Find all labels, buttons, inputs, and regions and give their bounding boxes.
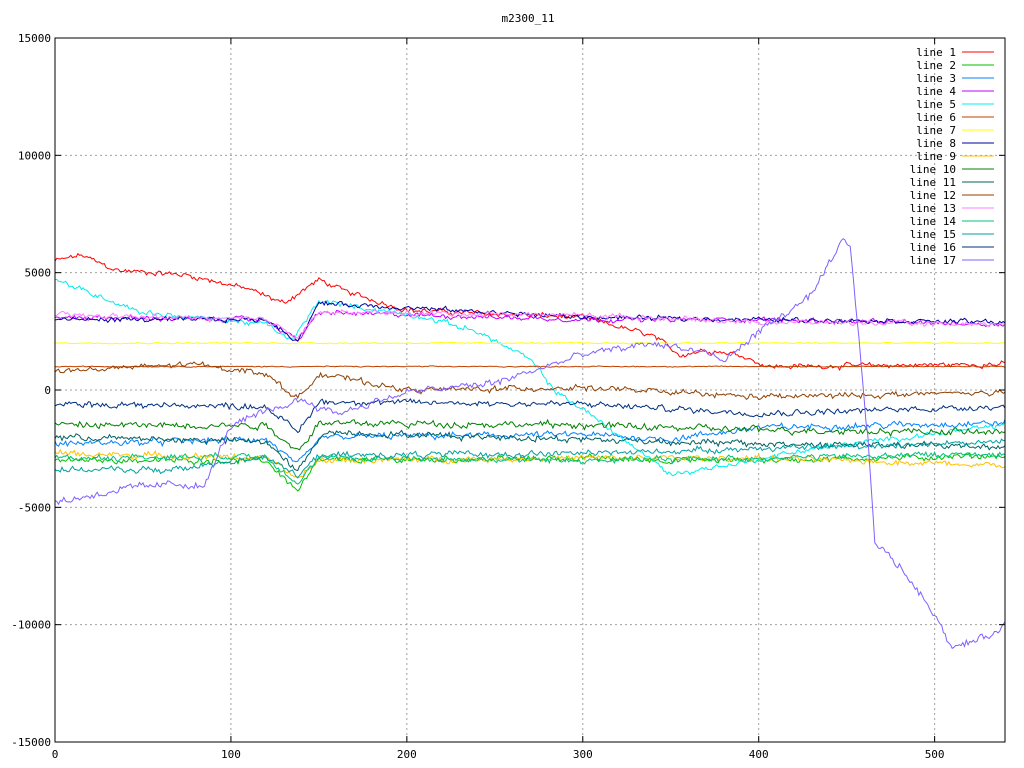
- legend-label: line 13: [910, 202, 956, 215]
- series-line-11: [54, 429, 1006, 472]
- legend-label: line 6: [916, 111, 956, 124]
- legend-label: line 8: [916, 137, 956, 150]
- legend-label: line 11: [910, 176, 956, 189]
- legend-label: line 14: [910, 215, 957, 228]
- series-group: [54, 238, 1006, 650]
- series-line-13: [54, 309, 1006, 339]
- legend-label: line 17: [910, 254, 956, 267]
- y-tick-label: -5000: [18, 501, 51, 514]
- axis-ticks: 0 100 200 300 400 500 -15000 -10000 -5000 0 5000 10…: [11, 32, 1005, 761]
- legend-label: line 16: [910, 241, 956, 254]
- x-tick-label: 0: [52, 748, 59, 761]
- series-line-9: [54, 448, 1006, 478]
- x-tick-label: 200: [397, 748, 417, 761]
- legend-label: line 12: [910, 189, 956, 202]
- legend-label: line 7: [916, 124, 956, 137]
- y-tick-label: 10000: [18, 149, 51, 162]
- y-tick-label: 5000: [25, 267, 52, 280]
- legend-label: line 1: [916, 46, 956, 59]
- series-line-2: [54, 452, 1006, 492]
- x-tick-label: 100: [221, 748, 241, 761]
- legend-label: line 5: [916, 98, 956, 111]
- series-line-12: [54, 361, 1006, 401]
- series-line-16: [54, 397, 1006, 434]
- grid-lines: [55, 38, 1005, 742]
- series-line-1: [54, 252, 1006, 372]
- legend-label: line 2: [916, 59, 956, 72]
- chart-title: m2300_11: [502, 12, 555, 25]
- series-line-17: [54, 238, 1006, 650]
- x-tick-label: 300: [573, 748, 593, 761]
- legend-label: line 10: [910, 163, 956, 176]
- series-line-8: [54, 300, 1006, 343]
- legend-label: line 3: [916, 72, 956, 85]
- legend-label: line 4: [916, 85, 956, 98]
- series-line-7: [54, 341, 1006, 345]
- series-line-6: [55, 365, 1006, 368]
- y-tick-label: 15000: [18, 32, 51, 45]
- series-line-10: [54, 418, 1006, 451]
- legend-label: line 15: [910, 228, 956, 241]
- x-tick-label: 400: [749, 748, 769, 761]
- series-line-14: [54, 450, 1006, 485]
- y-tick-label: -15000: [11, 736, 51, 749]
- y-tick-label: -10000: [11, 619, 51, 632]
- legend-label: line 9: [916, 150, 956, 163]
- x-tick-label: 500: [925, 748, 945, 761]
- y-tick-label: 0: [44, 384, 51, 397]
